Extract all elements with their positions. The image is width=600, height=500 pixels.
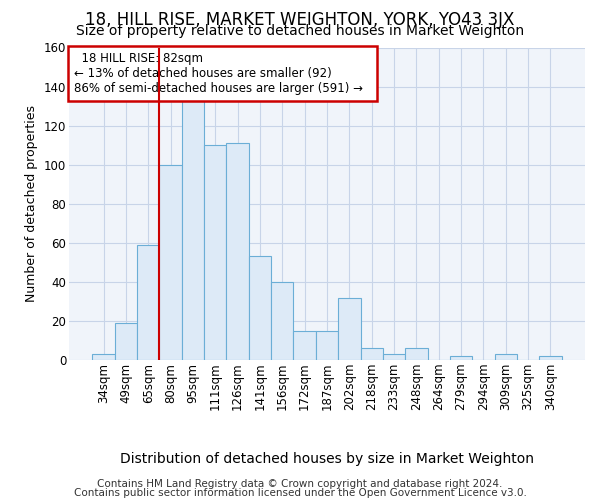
Bar (293, 330, 316, 360)
Bar (494, 354, 517, 360)
Bar (92, 354, 115, 360)
Text: Size of property relative to detached houses in Market Weighton: Size of property relative to detached ho… (76, 24, 524, 38)
Bar (539, 356, 562, 360)
Bar (137, 245, 160, 360)
Bar (115, 323, 137, 360)
Bar (204, 145, 226, 360)
Bar (249, 256, 271, 360)
Bar (338, 298, 361, 360)
X-axis label: Distribution of detached houses by size in Market Weighton: Distribution of detached houses by size … (120, 452, 534, 466)
Bar (160, 164, 182, 360)
Text: Contains HM Land Registry data © Crown copyright and database right 2024.: Contains HM Land Registry data © Crown c… (97, 479, 503, 489)
Bar (182, 100, 204, 360)
Text: 18 HILL RISE: 82sqm
← 13% of detached houses are smaller (92)
86% of semi-detach: 18 HILL RISE: 82sqm ← 13% of detached ho… (74, 52, 371, 95)
Y-axis label: Number of detached properties: Number of detached properties (25, 106, 38, 302)
Text: 18, HILL RISE, MARKET WEIGHTON, YORK, YO43 3JX: 18, HILL RISE, MARKET WEIGHTON, YORK, YO… (85, 11, 515, 29)
Bar (383, 354, 405, 360)
Bar (361, 348, 383, 360)
Bar (450, 356, 472, 360)
Bar (405, 348, 428, 360)
Text: Contains public sector information licensed under the Open Government Licence v3: Contains public sector information licen… (74, 488, 526, 498)
Bar (271, 282, 293, 360)
Bar (316, 330, 338, 360)
Bar (226, 143, 249, 360)
